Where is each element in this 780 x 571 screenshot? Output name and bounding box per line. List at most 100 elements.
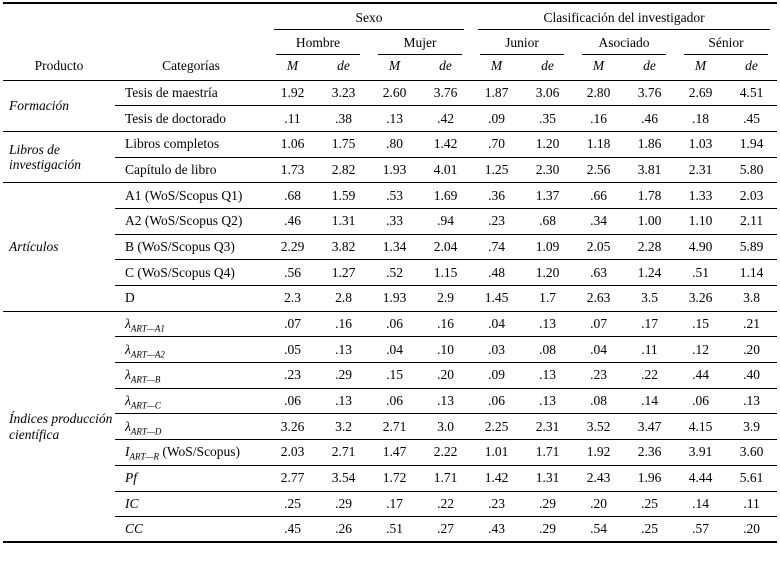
header-asociado: Asociado xyxy=(582,35,666,55)
value-cell: .03 xyxy=(471,336,522,364)
header-stats-row: Producto Categorías M de M de M de M de … xyxy=(3,55,778,81)
value-cell: .13 xyxy=(318,388,369,415)
value-cell: .51 xyxy=(675,259,726,286)
value-cell: 1.93 xyxy=(369,285,420,312)
value-cell: .06 xyxy=(369,388,420,415)
value-cell: .06 xyxy=(471,388,522,415)
category-symbol: λ xyxy=(125,418,131,434)
value-cell: 2.28 xyxy=(624,234,675,261)
table-row: Capítulo de libro 1.73 2.82 1.93 4.01 1.25 2.3… xyxy=(3,157,778,184)
value-cell: 2.04 xyxy=(420,234,471,261)
category-label: B (WoS/Scopus Q3) xyxy=(125,238,235,254)
value-cell: .06 xyxy=(675,388,726,415)
category-label: Libros completos xyxy=(125,136,220,152)
value-cell: 2.36 xyxy=(624,439,675,466)
value-cell: .17 xyxy=(369,491,420,518)
value-cell: 1.7 xyxy=(522,285,573,312)
value-cell: .23 xyxy=(267,362,318,389)
value-cell: 1.24 xyxy=(624,259,675,286)
table-row: B (WoS/Scopus Q3) 2.29 3.82 1.34 2.04.74 1.09… xyxy=(3,234,778,261)
value-cell: 2.43 xyxy=(573,465,624,492)
value-cell: 1.31 xyxy=(522,465,573,492)
category-symbol: λ xyxy=(125,367,131,383)
table-row: Tesis de doctorado .11.38.13.42.09.35.16.… xyxy=(3,105,778,132)
value-cell: .15 xyxy=(675,311,726,338)
category-label: IC xyxy=(125,495,139,511)
value-cell: 1.31 xyxy=(318,208,369,235)
value-cell: 2.82 xyxy=(318,157,369,184)
value-cell: 1.34 xyxy=(369,234,420,261)
category-cell: Libros completos xyxy=(115,131,267,158)
category-cell: λART—C xyxy=(115,388,267,415)
value-cell: 5.89 xyxy=(726,234,778,261)
value-cell: .74 xyxy=(471,234,522,261)
value-cell: 4.90 xyxy=(675,234,726,261)
category-cell: λART—B xyxy=(115,362,267,389)
value-cell: .13 xyxy=(726,388,778,415)
value-cell: 2.11 xyxy=(726,208,778,235)
table-row: λART—B .23.29.15.20.09.13.23.22.44.40 xyxy=(3,362,778,389)
table-row: Artículos A1 (WoS/Scopus Q1) .68 1.59.53 1.6… xyxy=(3,182,778,312)
table-row: C (WoS/Scopus Q4) .56 1.27.52 1.15.48 1.20.6… xyxy=(3,259,778,286)
value-cell: .22 xyxy=(420,491,471,518)
category-label: C (WoS/Scopus Q4) xyxy=(125,264,235,280)
table-row: Índices producción científica λART—A1.07.… xyxy=(3,311,778,543)
table-row: CC .45.26.51.27.43.29.54.25.57.20 xyxy=(3,516,778,543)
producto-group-cell: Índices producción científica xyxy=(3,311,115,543)
value-cell: .08 xyxy=(522,336,573,364)
category-symbol: I xyxy=(125,444,130,460)
value-cell: .13 xyxy=(318,336,369,364)
value-cell: 1.59 xyxy=(318,182,369,209)
header-junior: Junior xyxy=(480,35,564,55)
value-cell: .20 xyxy=(420,362,471,389)
category-cell: Pf xyxy=(115,465,267,492)
category-label: A1 (WoS/Scopus Q1) xyxy=(125,187,243,203)
value-cell: .23 xyxy=(573,362,624,389)
value-cell: .21 xyxy=(726,311,778,338)
header-producto: Producto xyxy=(3,55,115,81)
header-stat-m: M xyxy=(267,55,318,81)
value-cell: .10 xyxy=(420,336,471,364)
value-cell: .12 xyxy=(675,336,726,364)
table-row: Formación Tesis de maestría 1.92 3.23 2.60 3.… xyxy=(3,80,778,132)
value-cell: 2.29 xyxy=(267,234,318,261)
stats-table: Sexo Clasificación del investigador Homb… xyxy=(3,2,778,544)
category-cell: Tesis de doctorado xyxy=(115,105,267,132)
value-cell: .42 xyxy=(420,105,471,132)
value-cell: .11 xyxy=(726,491,778,518)
value-cell: .80 xyxy=(369,131,420,158)
header-hombre-cell: Hombre xyxy=(267,30,369,55)
value-cell: 3.0 xyxy=(420,413,471,441)
value-cell: 3.5 xyxy=(624,285,675,312)
value-cell: 2.05 xyxy=(573,234,624,261)
value-cell: 3.76 xyxy=(624,80,675,107)
value-cell: 1.92 xyxy=(573,439,624,466)
value-cell: 1.94 xyxy=(726,131,778,158)
value-cell: .20 xyxy=(726,336,778,364)
header-group-row: Sexo Clasificación del investigador xyxy=(3,3,777,30)
value-cell: 1.15 xyxy=(420,259,471,286)
value-cell: 1.47 xyxy=(369,439,420,466)
value-cell: 3.26 xyxy=(267,413,318,441)
value-cell: 1.69 xyxy=(420,182,471,209)
value-cell: .22 xyxy=(624,362,675,389)
value-cell: .29 xyxy=(318,491,369,518)
value-cell: 1.93 xyxy=(369,157,420,184)
value-cell: 1.42 xyxy=(471,465,522,492)
value-cell: 1.14 xyxy=(726,259,778,286)
value-cell: .70 xyxy=(471,131,522,158)
header-group-clasificacion: Clasificación del investigador xyxy=(478,10,771,30)
value-cell: .18 xyxy=(675,105,726,132)
value-cell: .13 xyxy=(522,362,573,389)
table-row: D 2.3 2.8 1.93 2.9 1.45 1.7 2.63 3.5 3.26 3.8 xyxy=(3,285,778,312)
category-suffix: (WoS/Scopus) xyxy=(159,444,241,460)
value-cell: 1.20 xyxy=(522,259,573,286)
value-cell: .53 xyxy=(369,182,420,209)
header-stat-de: de xyxy=(420,55,471,81)
value-cell: 1.10 xyxy=(675,208,726,235)
value-cell: 1.09 xyxy=(522,234,573,261)
producto-group-label: Índices producción científica xyxy=(9,411,113,442)
value-cell: .16 xyxy=(420,311,471,338)
value-cell: .13 xyxy=(522,388,573,415)
value-cell: .29 xyxy=(522,491,573,518)
